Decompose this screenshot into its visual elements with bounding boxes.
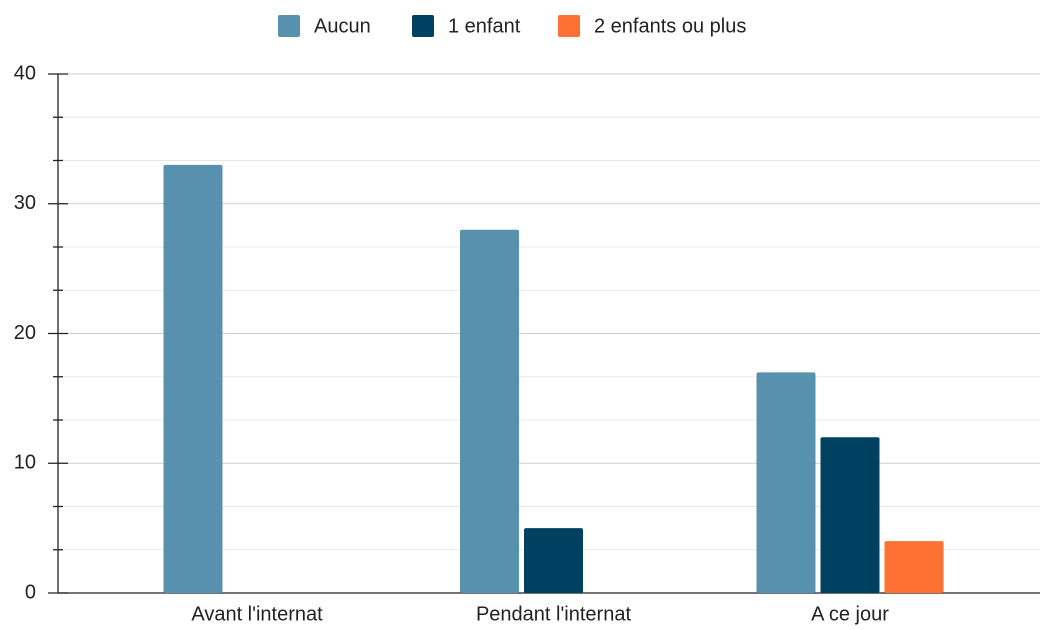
bar bbox=[884, 541, 944, 593]
x-tick-label: Pendant l'internat bbox=[476, 603, 631, 625]
legend-swatch bbox=[412, 15, 434, 37]
bar bbox=[756, 372, 816, 593]
y-tick-label: 0 bbox=[25, 581, 36, 603]
x-tick-label: A ce jour bbox=[811, 603, 889, 625]
bar bbox=[460, 229, 519, 593]
bar bbox=[820, 437, 880, 593]
legend-label: Aucun bbox=[314, 15, 371, 37]
legend-swatch bbox=[558, 15, 580, 37]
bar bbox=[524, 528, 583, 593]
legend-label: 1 enfant bbox=[448, 15, 521, 37]
bar bbox=[163, 164, 223, 593]
y-tick-label: 20 bbox=[14, 322, 36, 344]
legend-label: 2 enfants ou plus bbox=[594, 15, 746, 37]
y-tick-label: 40 bbox=[14, 62, 36, 84]
y-tick-label: 10 bbox=[14, 452, 36, 474]
y-tick-label: 30 bbox=[14, 192, 36, 214]
legend-swatch bbox=[278, 15, 300, 37]
x-tick-label: Avant l'internat bbox=[191, 603, 323, 625]
